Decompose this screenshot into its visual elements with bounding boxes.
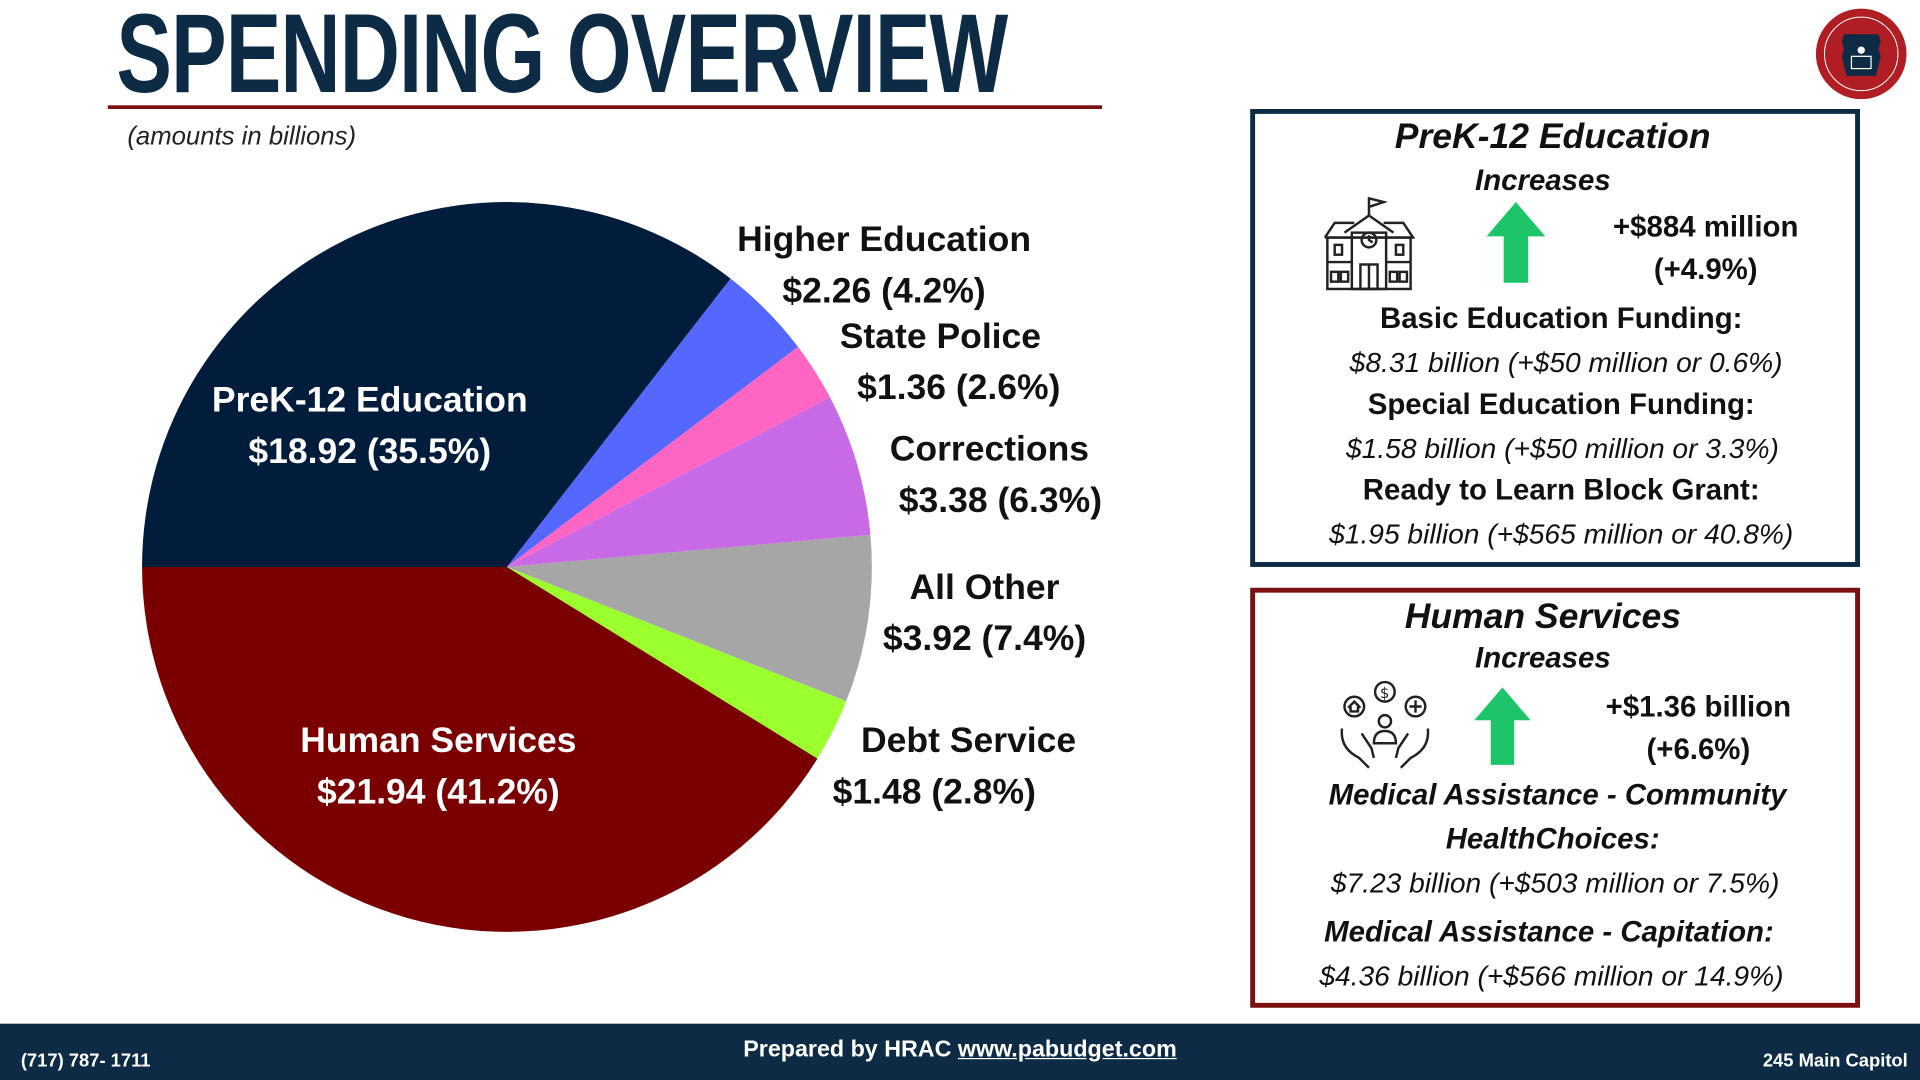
panel-title: Human Services xyxy=(1404,597,1682,637)
pie-slice-corrections xyxy=(506,397,871,567)
label-prek12: PreK-12 Education $18.92 (35.5%) xyxy=(212,375,528,478)
slice-name: Human Services xyxy=(300,721,577,761)
health-services-hands-icon: $ xyxy=(1337,680,1433,777)
hs-increase-amount: +$1.36 billion xyxy=(1605,690,1792,724)
school-icon xyxy=(1320,196,1418,298)
slice-name: State Police xyxy=(839,317,1042,357)
slice-value: $3.92 (7.4%) xyxy=(882,619,1087,659)
pie-slice-debt-service xyxy=(506,566,847,759)
hs-increase-percent: (+6.6%) xyxy=(1646,733,1751,767)
label-corrections: Corrections $3.38 (6.3%) xyxy=(877,424,1102,527)
footer-phone: (717) 787- 1711 xyxy=(20,1050,151,1072)
increase-arrow-icon xyxy=(1474,686,1531,773)
pie-slice-state-police xyxy=(506,346,830,567)
slice-name: Corrections xyxy=(889,429,1090,469)
footer-address: 245 Main Capitol xyxy=(1762,1050,1908,1072)
label-all-other: All Other $3.92 (7.4%) xyxy=(883,562,1086,665)
footer-bar: (717) 787- 1711 Prepared by HRAC www.pab… xyxy=(0,1023,1920,1080)
label-state-police: State Police $1.36 (2.6%) xyxy=(820,311,1061,414)
item-label: Special Education Funding: xyxy=(1367,388,1755,422)
label-human-services: Human Services $21.94 (41.2%) xyxy=(300,715,576,818)
svg-text:$: $ xyxy=(1380,685,1389,702)
slice-value: $1.36 (2.6%) xyxy=(857,368,1061,408)
item-label: Medical Assistance - Community xyxy=(1328,778,1787,812)
pie-chart xyxy=(142,202,872,932)
label-higher-education: Higher Education $2.26 (4.2%) xyxy=(737,214,1031,317)
panel-subtitle: Increases xyxy=(1475,641,1611,675)
slice-name: All Other xyxy=(909,568,1060,608)
item-label: Medical Assistance - Capitation: xyxy=(1324,915,1774,949)
human-services-increases-panel xyxy=(1250,587,1861,1008)
item-detail: $1.95 billion (+$565 million or 40.8%) xyxy=(1329,517,1794,550)
item-label: Basic Education Funding: xyxy=(1379,302,1743,336)
increase-arrow-icon xyxy=(1486,202,1546,289)
pie-slice-all-other xyxy=(506,534,872,702)
pie-slice-higher-education xyxy=(506,278,799,567)
slice-value: $21.94 (41.2%) xyxy=(316,772,560,812)
label-debt-service: Debt Service $1.48 (2.8%) xyxy=(833,715,1078,818)
slice-name: PreK-12 Education xyxy=(211,380,528,421)
page-title: SPENDING OVERVIEW xyxy=(116,0,1008,117)
pie-slice-human-services xyxy=(142,566,818,932)
pabudget-link[interactable]: www.pabudget.com xyxy=(957,1037,1177,1063)
item-detail: $7.23 billion (+$503 million or 7.5%) xyxy=(1330,866,1780,899)
committee-logo xyxy=(1815,7,1908,100)
units-note: (amounts in billions) xyxy=(127,122,357,151)
panel-subtitle: Increases xyxy=(1475,164,1611,198)
pie-slice-prek-12-education xyxy=(142,202,731,567)
slice-value: $1.48 (2.8%) xyxy=(832,772,1036,812)
slice-value: $2.26 (4.2%) xyxy=(782,271,986,312)
prek-increase-percent: (+4.9%) xyxy=(1653,253,1758,287)
prek12-increases-panel xyxy=(1250,108,1861,567)
item-label: Ready to Learn Block Grant: xyxy=(1362,473,1760,507)
item-detail: $8.31 billion (+$50 million or 0.6%) xyxy=(1349,346,1783,379)
slice-name: Higher Education xyxy=(737,220,1032,260)
slice-value: $3.38 (6.3%) xyxy=(898,481,1103,521)
slice-value: $18.92 (35.5%) xyxy=(248,432,492,472)
item-label: HealthChoices: xyxy=(1445,822,1660,856)
prek-increase-amount: +$884 million xyxy=(1613,210,1799,244)
prepared-by-text: Prepared by HRAC xyxy=(743,1037,958,1063)
item-detail: $1.58 billion (+$50 million or 3.3%) xyxy=(1346,432,1779,465)
slice-name: Debt Service xyxy=(860,721,1077,761)
panel-title: PreK-12 Education xyxy=(1394,117,1711,157)
footer-prepared-by: Prepared by HRAC www.pabudget.com xyxy=(743,1037,1177,1064)
title-divider xyxy=(107,105,1103,109)
item-detail: $4.36 billion (+$566 million or 14.9%) xyxy=(1319,960,1784,992)
